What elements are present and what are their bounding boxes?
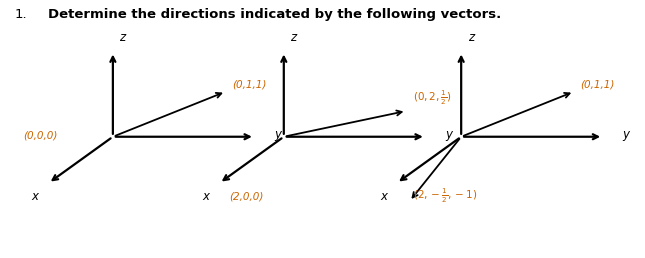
Text: (0,0,0): (0,0,0) (24, 131, 58, 140)
Text: $(0,2,\frac{1}{2})$: $(0,2,\frac{1}{2})$ (413, 88, 452, 107)
Text: Determine the directions indicated by the following vectors.: Determine the directions indicated by th… (48, 8, 502, 21)
Text: (2,0,0): (2,0,0) (229, 191, 263, 201)
Text: y: y (622, 128, 630, 141)
Text: x: x (380, 190, 387, 203)
Text: z: z (468, 31, 473, 44)
Text: (0,1,1): (0,1,1) (232, 79, 266, 89)
Text: y: y (274, 128, 281, 141)
Text: $(2,-\frac{1}{2},-1)$: $(2,-\frac{1}{2},-1)$ (413, 187, 477, 205)
Text: x: x (32, 190, 39, 203)
Text: (0,1,1): (0,1,1) (580, 79, 615, 89)
Text: z: z (290, 31, 296, 44)
Text: x: x (203, 190, 210, 203)
Text: y: y (445, 128, 452, 141)
Text: z: z (119, 31, 125, 44)
Text: 1.: 1. (14, 8, 27, 21)
